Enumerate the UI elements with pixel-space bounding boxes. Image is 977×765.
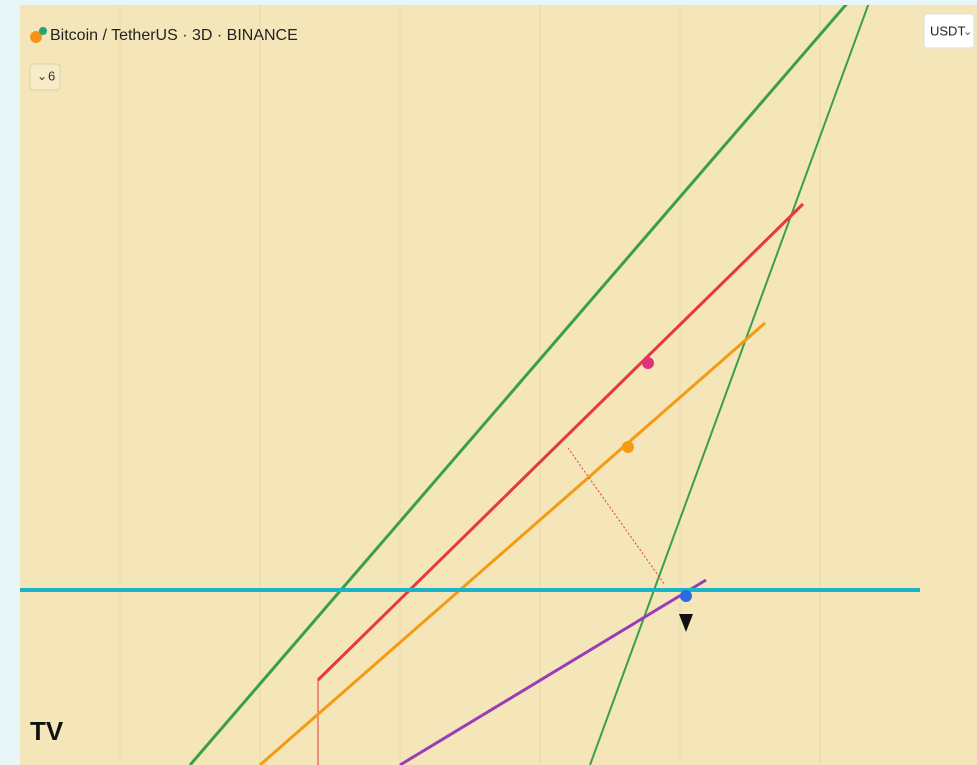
chart-background	[20, 5, 977, 765]
signal-marker	[679, 614, 693, 632]
trend-line	[589, 5, 870, 765]
marker	[622, 441, 634, 453]
indicator-toggle[interactable]	[29, 63, 61, 91]
trend-line	[316, 202, 805, 682]
chevron: ⌄	[37, 69, 47, 83]
symbol-title: Bitcoin / TetherUS · 3D · BINANCE	[50, 27, 298, 44]
trend-line	[259, 321, 766, 765]
vertical-grid	[119, 5, 821, 765]
coin-icon	[39, 27, 47, 35]
chevron: ⌄	[963, 26, 972, 38]
tv-logo: TV	[30, 716, 64, 746]
currency: USDT	[930, 23, 965, 38]
drawings	[20, 5, 920, 765]
coin-icon	[30, 31, 42, 43]
currency-select[interactable]	[923, 13, 975, 49]
marker	[680, 590, 692, 602]
indicator-count: 6	[48, 68, 55, 83]
trend-line	[188, 5, 848, 765]
trend-line	[399, 578, 707, 765]
price-axis	[920, 5, 977, 765]
marker	[642, 357, 654, 369]
